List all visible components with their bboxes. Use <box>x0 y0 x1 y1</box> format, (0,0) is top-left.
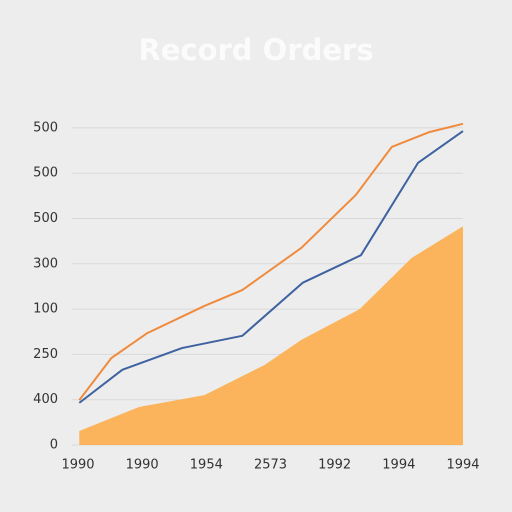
y-tick-label: 100 <box>33 302 58 317</box>
x-tick-label: 1992 <box>318 458 351 473</box>
y-tick-label: 500 <box>33 120 58 135</box>
chart-title: Record Orders <box>138 33 373 67</box>
y-tick-label: 500 <box>33 166 58 181</box>
y-tick-label: 500 <box>33 211 58 226</box>
x-tick-label: 1954 <box>190 458 223 473</box>
x-tick-label: 1990 <box>61 458 94 473</box>
y-tick-label: 400 <box>33 392 58 407</box>
y-tick-label: 300 <box>33 256 58 271</box>
line <box>78 122 464 401</box>
x-tick-label: 1994 <box>446 458 479 473</box>
y-tick-label: 0 <box>50 438 58 453</box>
x-tick-label: 1994 <box>382 458 415 473</box>
line <box>78 130 464 404</box>
x-tick-label: 2573 <box>254 458 287 473</box>
y-tick-label: 250 <box>33 347 58 362</box>
x-tick-label: 1990 <box>126 458 159 473</box>
area <box>79 226 464 445</box>
